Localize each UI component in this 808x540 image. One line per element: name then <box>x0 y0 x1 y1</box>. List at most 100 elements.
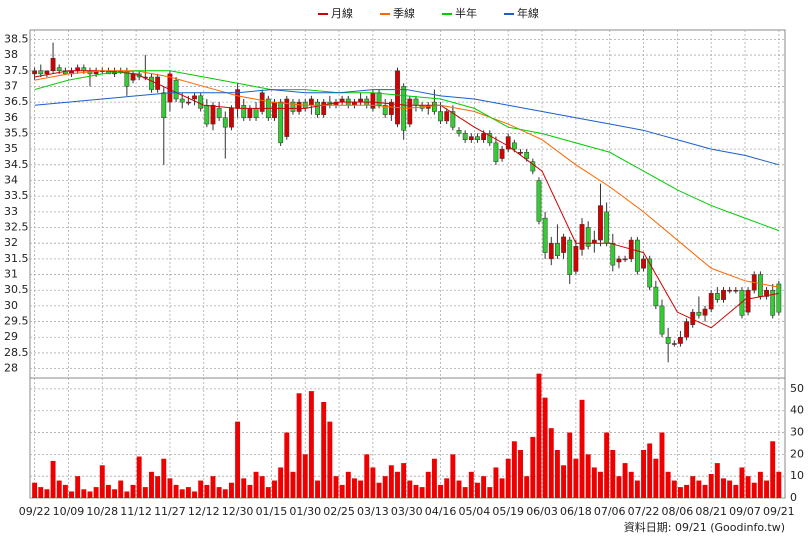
candle-body <box>721 289 726 300</box>
volume-bar <box>99 465 105 498</box>
candle-body <box>542 217 548 253</box>
volume-bar <box>622 463 628 498</box>
volume-bar <box>401 463 407 498</box>
volume-bar <box>745 476 751 498</box>
volume-bar <box>69 491 74 498</box>
volume-bar <box>395 471 400 498</box>
volume-bar <box>284 432 290 498</box>
y-tick-label: 38 <box>4 48 18 61</box>
y2-tick-label: 20 <box>790 447 804 460</box>
volume-bar <box>647 443 653 498</box>
volume-bar <box>708 474 714 498</box>
ma-line <box>34 70 780 232</box>
volume-bar <box>308 391 314 498</box>
volume-bar <box>198 480 204 498</box>
volume-bar <box>487 487 493 498</box>
volume-bar <box>764 480 770 498</box>
volume-bar <box>450 454 456 498</box>
volume-bar <box>770 441 776 498</box>
candle-body <box>598 205 603 241</box>
volume-bar <box>548 428 554 498</box>
volume-bar <box>327 421 333 498</box>
volume-bar <box>75 476 81 498</box>
candle-body <box>567 239 573 275</box>
volume-bar <box>44 489 50 498</box>
candle-body <box>604 211 610 244</box>
candle-body <box>376 92 382 106</box>
ma-line <box>34 70 779 288</box>
volume-bar <box>431 458 437 498</box>
y-tick-label: 34 <box>4 173 18 186</box>
y-tick-label: 31.5 <box>4 252 29 265</box>
x-tick-label: 11/12 <box>120 505 152 518</box>
candle-body <box>561 236 566 253</box>
volume-bar <box>142 487 148 498</box>
volume-bar <box>370 467 376 498</box>
volume-bar <box>358 480 364 498</box>
x-tick-label: 07/22 <box>628 505 660 518</box>
volume-bar <box>714 463 720 498</box>
volume-bar <box>641 450 646 498</box>
volume-bar <box>228 482 234 498</box>
x-tick-label: 06/18 <box>560 505 592 518</box>
volume-bar <box>456 480 462 498</box>
candle-body <box>616 258 622 263</box>
volume-bar <box>339 484 345 498</box>
x-tick-label: 01/30 <box>289 505 321 518</box>
candle-body <box>665 336 671 344</box>
volume-bar <box>407 480 413 498</box>
legend-label: 季線 <box>393 6 415 20</box>
candle-body <box>413 98 419 106</box>
volume-bar <box>481 476 487 498</box>
x-tick-label: 11/27 <box>154 505 186 518</box>
x-tick-label: 09/22 <box>19 505 51 518</box>
candle-body <box>222 117 228 128</box>
volume-bar <box>524 476 530 498</box>
candle-body <box>272 101 277 119</box>
y-tick-label: 31 <box>4 268 18 281</box>
candle-body <box>44 70 50 75</box>
volume-bar <box>259 476 265 498</box>
volume-bar <box>561 465 567 498</box>
candle-body <box>548 242 554 260</box>
volume-bar <box>241 478 247 498</box>
candle-body <box>450 111 456 128</box>
x-tick-label: 06/03 <box>526 505 558 518</box>
ma-line <box>34 70 779 329</box>
y-tick-label: 37.5 <box>4 64 29 77</box>
volume-bar <box>659 432 665 498</box>
volume-bar <box>62 484 68 498</box>
volume-bar <box>345 471 351 498</box>
candle-body <box>641 258 646 269</box>
volume-bar <box>382 476 388 498</box>
volume-bar <box>50 460 56 498</box>
volume-bar <box>321 402 327 498</box>
volume-bar <box>721 478 726 498</box>
candle-body <box>511 142 517 150</box>
candle-body <box>499 148 505 159</box>
volume-bar <box>56 480 62 498</box>
x-tick-label: 09/21 <box>763 505 795 518</box>
candle-body <box>770 289 776 316</box>
volume-bar <box>579 399 585 498</box>
candle-body <box>161 92 167 119</box>
candle-body <box>432 101 437 112</box>
y-tick-label: 38.5 <box>4 32 29 45</box>
candle-body <box>678 336 683 344</box>
y-tick-label: 36.5 <box>4 95 29 108</box>
candle-body <box>370 92 376 109</box>
volume-bar <box>505 458 511 498</box>
x-tick-label: 05/04 <box>459 505 491 518</box>
volume-bar <box>38 487 44 498</box>
volume-bar <box>179 489 185 498</box>
volume-bar <box>222 489 228 498</box>
volume-bar <box>149 471 154 498</box>
volume-bar <box>567 432 573 498</box>
candle-body <box>315 101 320 115</box>
candle-body <box>684 321 689 338</box>
x-tick-label: 05/19 <box>492 505 524 518</box>
candle-body <box>475 136 480 140</box>
volume-bar <box>684 484 690 498</box>
volume-bar <box>333 476 339 498</box>
candle-body <box>776 283 782 313</box>
